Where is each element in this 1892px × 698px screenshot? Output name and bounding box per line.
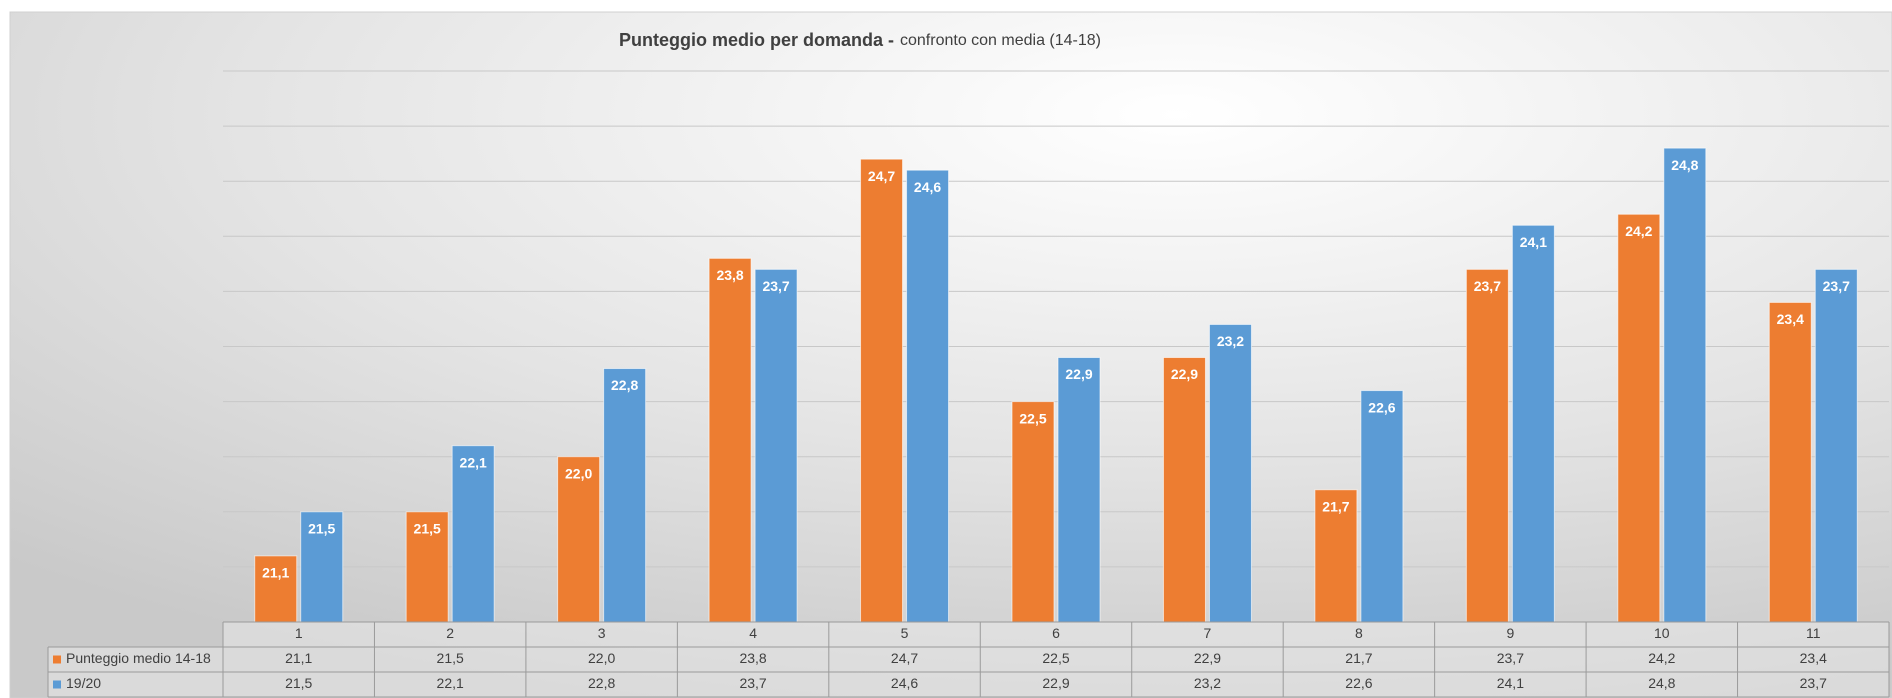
table-cell: 24,7	[891, 650, 918, 666]
data-label: 21,5	[308, 521, 335, 537]
bar	[1011, 401, 1055, 623]
data-label: 22,9	[1065, 366, 1092, 382]
table-cell: 23,7	[1497, 650, 1524, 666]
bar	[1814, 268, 1858, 623]
table-cell: 24,1	[1497, 675, 1524, 691]
table-cell: 21,7	[1345, 650, 1372, 666]
table-cell: 23,2	[1194, 675, 1221, 691]
bar	[1208, 323, 1252, 623]
table-background	[223, 622, 1889, 697]
x-tick-label: 9	[1506, 625, 1514, 641]
table-cell: 21,5	[285, 675, 312, 691]
table-cell: 23,7	[1800, 675, 1827, 691]
bar	[708, 257, 752, 623]
table-cell: 22,9	[1042, 675, 1069, 691]
table-cell: 21,1	[285, 650, 312, 666]
bar	[1663, 147, 1707, 623]
table-cell: 23,8	[739, 650, 766, 666]
table-cell: 22,0	[588, 650, 615, 666]
table-cell: 22,6	[1345, 675, 1372, 691]
data-label: 23,8	[716, 267, 743, 283]
data-label: 23,7	[762, 278, 789, 294]
x-tick-label: 6	[1052, 625, 1060, 641]
data-label: 21,7	[1322, 498, 1349, 514]
legend-label: 19/20	[66, 675, 101, 691]
bar	[451, 445, 495, 623]
table-cell: 24,6	[891, 675, 918, 691]
bar	[1360, 390, 1404, 623]
x-tick-label: 8	[1355, 625, 1363, 641]
data-label: 23,7	[1474, 278, 1501, 294]
table-cell: 22,9	[1194, 650, 1221, 666]
data-label: 24,7	[868, 168, 895, 184]
data-label: 22,0	[565, 465, 592, 481]
data-label: 22,9	[1171, 366, 1198, 382]
data-label: 24,2	[1625, 223, 1652, 239]
bar	[754, 268, 798, 623]
data-label: 22,1	[460, 454, 487, 470]
data-label: 24,8	[1671, 157, 1698, 173]
bar	[1162, 357, 1206, 623]
table-cell: 21,5	[437, 650, 464, 666]
x-tick-label: 4	[749, 625, 757, 641]
data-label: 23,4	[1777, 311, 1804, 327]
legend-swatch	[53, 680, 61, 689]
data-label: 23,2	[1217, 333, 1244, 349]
data-label: 22,5	[1019, 410, 1046, 426]
bar	[1617, 213, 1661, 623]
bar	[603, 368, 647, 623]
chart-title: Punteggio medio per domanda -	[619, 30, 894, 50]
x-tick-label: 2	[446, 625, 454, 641]
bar	[1465, 268, 1509, 623]
bar	[1768, 301, 1812, 623]
bar	[860, 158, 904, 623]
data-label: 23,7	[1823, 278, 1850, 294]
bar	[1511, 224, 1555, 623]
chart-subtitle: confronto con media (14-18)	[900, 32, 1101, 49]
data-label: 22,8	[611, 377, 638, 393]
data-label: 21,5	[414, 521, 441, 537]
bar	[300, 511, 344, 623]
data-label: 21,1	[262, 565, 289, 581]
table-cell: 23,4	[1800, 650, 1827, 666]
x-tick-label: 10	[1654, 625, 1670, 641]
table-cell: 22,5	[1042, 650, 1069, 666]
table-cell: 22,8	[588, 675, 615, 691]
table-cell: 24,8	[1648, 675, 1675, 691]
chart-title-group: Punteggio medio per domanda - confronto c…	[619, 30, 1101, 50]
x-tick-label: 3	[598, 625, 606, 641]
legend-label: Punteggio medio 14-18	[66, 650, 211, 666]
data-label: 24,1	[1520, 234, 1547, 250]
data-label: 24,6	[914, 179, 941, 195]
x-tick-label: 11	[1806, 625, 1821, 641]
x-tick-label: 5	[901, 625, 909, 641]
bar	[906, 169, 950, 623]
table-cell: 23,7	[739, 675, 766, 691]
legend-swatch	[53, 655, 61, 664]
table-cell: 22,1	[437, 675, 464, 691]
x-tick-label: 1	[295, 625, 303, 641]
x-tick-label: 7	[1204, 625, 1212, 641]
table-cell: 24,2	[1648, 650, 1675, 666]
bar	[557, 456, 601, 623]
data-label: 22,6	[1368, 399, 1395, 415]
bar	[1057, 357, 1101, 623]
